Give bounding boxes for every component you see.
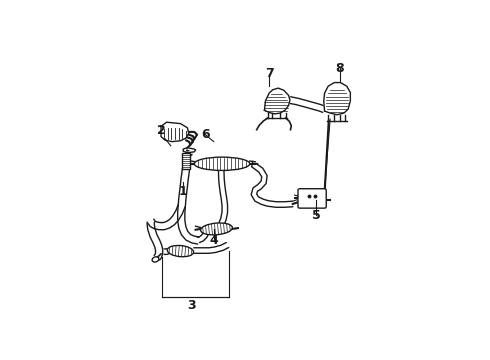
Text: 8: 8	[336, 62, 344, 75]
Polygon shape	[178, 168, 199, 244]
Bar	[182, 153, 190, 168]
Polygon shape	[185, 150, 192, 157]
Text: 3: 3	[187, 299, 196, 312]
Text: 5: 5	[312, 208, 320, 221]
Text: 6: 6	[201, 128, 210, 141]
FancyBboxPatch shape	[298, 189, 326, 208]
Polygon shape	[161, 122, 189, 141]
Polygon shape	[324, 82, 350, 115]
Polygon shape	[265, 88, 290, 114]
Text: 2: 2	[157, 124, 166, 137]
Text: 7: 7	[265, 67, 273, 80]
Ellipse shape	[200, 223, 232, 235]
Polygon shape	[251, 161, 293, 207]
Text: 1: 1	[179, 185, 188, 198]
Polygon shape	[289, 97, 325, 112]
Ellipse shape	[167, 246, 194, 257]
Ellipse shape	[152, 257, 159, 262]
Polygon shape	[147, 222, 163, 260]
Polygon shape	[148, 204, 185, 230]
Polygon shape	[197, 229, 210, 243]
Polygon shape	[219, 170, 227, 225]
Text: 4: 4	[209, 234, 218, 247]
Ellipse shape	[195, 157, 250, 170]
Polygon shape	[194, 243, 229, 253]
Polygon shape	[183, 148, 196, 153]
Polygon shape	[164, 248, 169, 255]
